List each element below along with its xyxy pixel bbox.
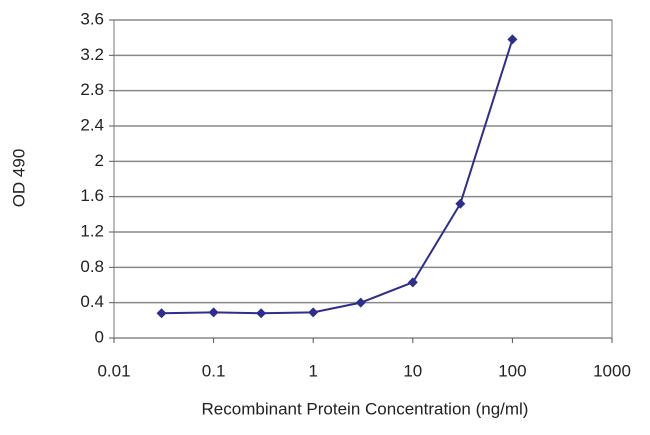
y-tick-label: 3.6: [80, 9, 104, 28]
data-point: [507, 34, 518, 45]
x-axis-label: Recombinant Protein Concentration (ng/ml…: [202, 399, 529, 418]
data-point: [208, 307, 219, 318]
data-point: [355, 297, 366, 308]
y-tick-label: 2.4: [80, 115, 104, 134]
y-tick-label: 0.8: [80, 257, 104, 276]
y-tick-label: 2.8: [80, 80, 104, 99]
y-tick-label: 0.4: [80, 292, 104, 311]
x-tick-label: 1: [308, 361, 317, 380]
y-tick-label: 0: [95, 327, 104, 346]
data-point: [455, 198, 466, 209]
x-tick-label: 0.1: [202, 361, 226, 380]
plot-area: [113, 19, 613, 339]
data-point: [308, 307, 319, 318]
y-axis-label: OD 490: [9, 149, 28, 208]
x-tick-label: 1000: [593, 361, 631, 380]
y-tick-label: 2: [95, 151, 104, 170]
y-tick-label: 3.2: [80, 45, 104, 64]
series-line: [161, 39, 514, 315]
y-tick-label: 1.2: [80, 221, 104, 240]
data-point: [256, 308, 267, 319]
x-tick-label: 100: [498, 361, 526, 380]
x-tick-label: 10: [403, 361, 422, 380]
x-tick-label: 0.01: [97, 361, 130, 380]
data-point: [156, 308, 167, 319]
data-point: [407, 277, 418, 288]
y-tick-label: 1.6: [80, 186, 104, 205]
